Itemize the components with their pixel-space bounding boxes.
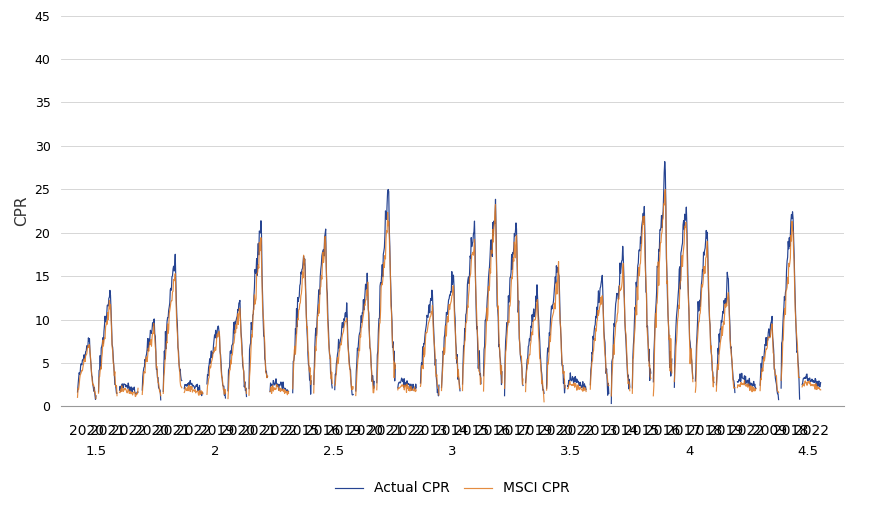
Y-axis label: CPR: CPR <box>14 196 29 226</box>
Legend: Actual CPR, MSCI CPR: Actual CPR, MSCI CPR <box>329 476 574 501</box>
